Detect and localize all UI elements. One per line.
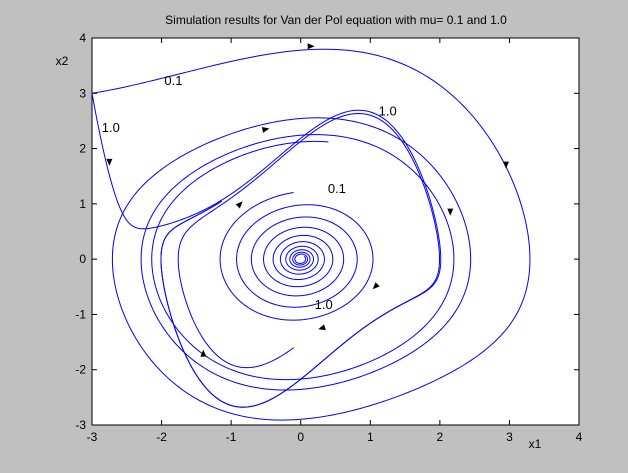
y-tick-label: -2 xyxy=(75,363,86,377)
direction-arrow xyxy=(261,126,270,133)
direction-arrow xyxy=(235,201,243,209)
y-tick-label: 0 xyxy=(79,252,86,266)
series-layer xyxy=(91,48,531,421)
y-tick-label: 2 xyxy=(79,142,86,156)
trajectory-line xyxy=(219,192,374,321)
plot-area xyxy=(91,37,580,426)
x-tick-label: -2 xyxy=(156,430,167,444)
chart-title: Simulation results for Van der Pol equat… xyxy=(165,13,507,27)
x-tick-label: -1 xyxy=(226,430,237,444)
mu-annotation: 0.1 xyxy=(328,181,346,196)
y-tick-label: -1 xyxy=(75,307,86,321)
x-tick-label: -3 xyxy=(87,430,98,444)
x-tick-label: 3 xyxy=(506,430,513,444)
x-tick-label: 1 xyxy=(367,430,374,444)
direction-arrow xyxy=(200,349,207,357)
y-axis-label: x2 xyxy=(56,54,69,68)
annotation-layer: 0.1 1.0 1.0 0.1 1.0 xyxy=(102,73,397,312)
mu-annotation: 1.0 xyxy=(102,120,120,135)
direction-arrow xyxy=(106,158,113,166)
direction-arrow xyxy=(318,324,326,331)
x-tick-label: 4 xyxy=(576,430,583,444)
direction-arrow xyxy=(307,43,315,50)
y-tick-label: 4 xyxy=(79,31,86,45)
direction-arrow xyxy=(372,282,380,290)
arrow-layer xyxy=(106,43,509,357)
y-tick-label: 1 xyxy=(79,197,86,211)
x-tick-label: 0 xyxy=(297,430,304,444)
y-tick-label: 3 xyxy=(79,86,86,100)
x-tick-label: 2 xyxy=(437,430,444,444)
y-tick-label: -3 xyxy=(75,418,86,432)
series-1-0 xyxy=(91,93,442,408)
x-axis-label: x1 xyxy=(529,437,542,451)
tick-layer: -3 -2 -1 0 1 2 3 4 -3 -2 -1 0 1 2 3 4 xyxy=(75,31,582,444)
mu-annotation: 1.0 xyxy=(379,103,397,118)
trajectory-line xyxy=(160,112,441,408)
direction-arrow xyxy=(502,161,509,169)
mu-annotation: 1.0 xyxy=(315,297,333,312)
mu-annotation: 0.1 xyxy=(164,73,182,88)
direction-arrow xyxy=(447,208,454,216)
